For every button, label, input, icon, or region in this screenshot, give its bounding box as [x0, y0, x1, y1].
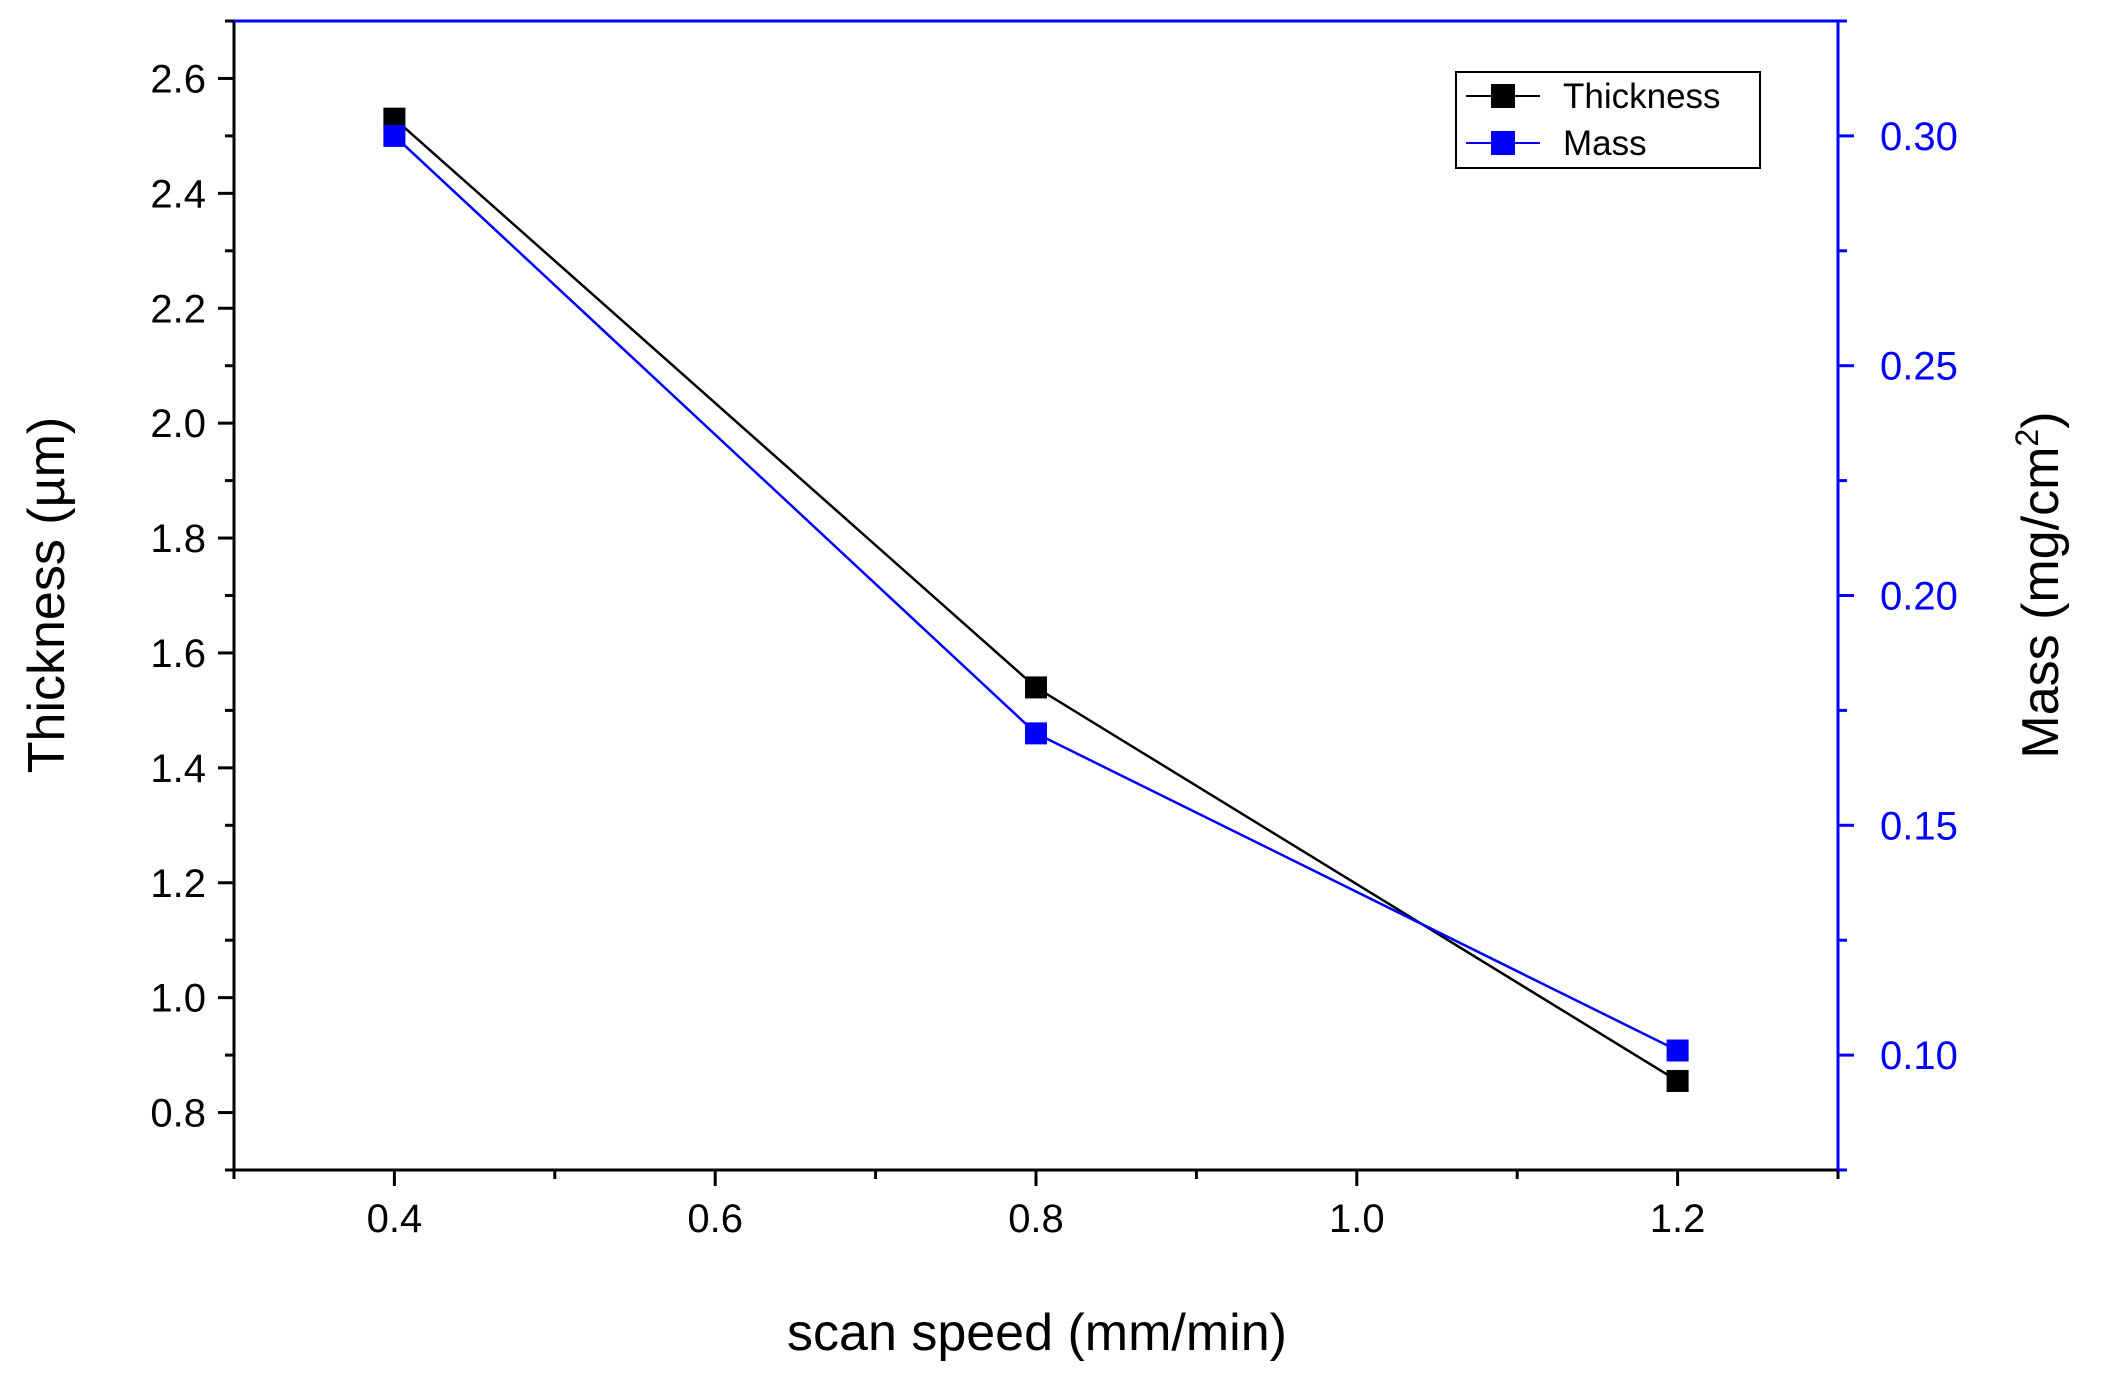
- y-tick-label: 1.0: [150, 977, 206, 1021]
- legend-mass-label: Mass: [1563, 124, 1647, 163]
- y2-axis-title-main: Mass (mg/cm: [2012, 447, 2070, 759]
- legend-mass-marker: [1491, 131, 1515, 155]
- y-axis-title: Thickness (µm): [18, 417, 76, 773]
- data-point-thickness: [383, 107, 406, 130]
- series-group: [383, 107, 1689, 1092]
- data-point-mass: [383, 124, 406, 147]
- x-tick-label: 0.6: [687, 1197, 743, 1241]
- y2-axis-title: Mass (mg/cm2): [2009, 411, 2070, 758]
- data-point-mass: [1025, 722, 1047, 745]
- y2-tick-label: 0.25: [1880, 345, 1958, 389]
- axes: 0.4 0.6 0.8 1.0 1.2 0.8 1.0 1.2 1.4 1.6 1.8 2.0 2.2 2…: [150, 19, 1958, 1241]
- y-tick-label: 1.8: [150, 517, 206, 561]
- y-tick-label: 2.2: [150, 287, 206, 331]
- legend-thickness-marker: [1491, 84, 1515, 108]
- y-tick-label: 0.8: [150, 1092, 206, 1136]
- x-axis-title: scan speed (mm/min): [787, 1304, 1287, 1362]
- x-tick-label: 1.2: [1650, 1197, 1706, 1241]
- series-line-mass: [393, 134, 1679, 1052]
- y-tick-label: 1.4: [150, 747, 206, 791]
- y-tick-label: 1.2: [150, 862, 206, 906]
- y2-tick-label: 0.10: [1880, 1034, 1958, 1078]
- y2-tick-label: 0.20: [1880, 575, 1958, 619]
- y2-axis-title-superscript: 2: [2009, 429, 2045, 447]
- data-point-thickness: [1025, 676, 1047, 699]
- y2-tick-label: 0.30: [1880, 115, 1958, 159]
- data-point-thickness: [1666, 1069, 1689, 1092]
- y-tick-label: 2.0: [150, 402, 206, 446]
- y2-axis-title-suffix: ): [2012, 411, 2070, 428]
- legend-thickness-label: Thickness: [1563, 77, 1721, 116]
- y-tick-label: 2.6: [150, 57, 206, 101]
- y-tick-label: 1.6: [150, 632, 206, 676]
- y-tick-label: 2.4: [150, 172, 206, 216]
- x-tick-label: 1.0: [1329, 1197, 1385, 1241]
- series-line-thickness: [393, 117, 1679, 1083]
- x-tick-label: 0.8: [1008, 1197, 1064, 1241]
- legend: Thickness Mass: [1455, 71, 1761, 169]
- data-point-mass: [1666, 1039, 1689, 1062]
- x-tick-label: 0.4: [367, 1197, 423, 1241]
- y2-tick-label: 0.15: [1880, 804, 1958, 848]
